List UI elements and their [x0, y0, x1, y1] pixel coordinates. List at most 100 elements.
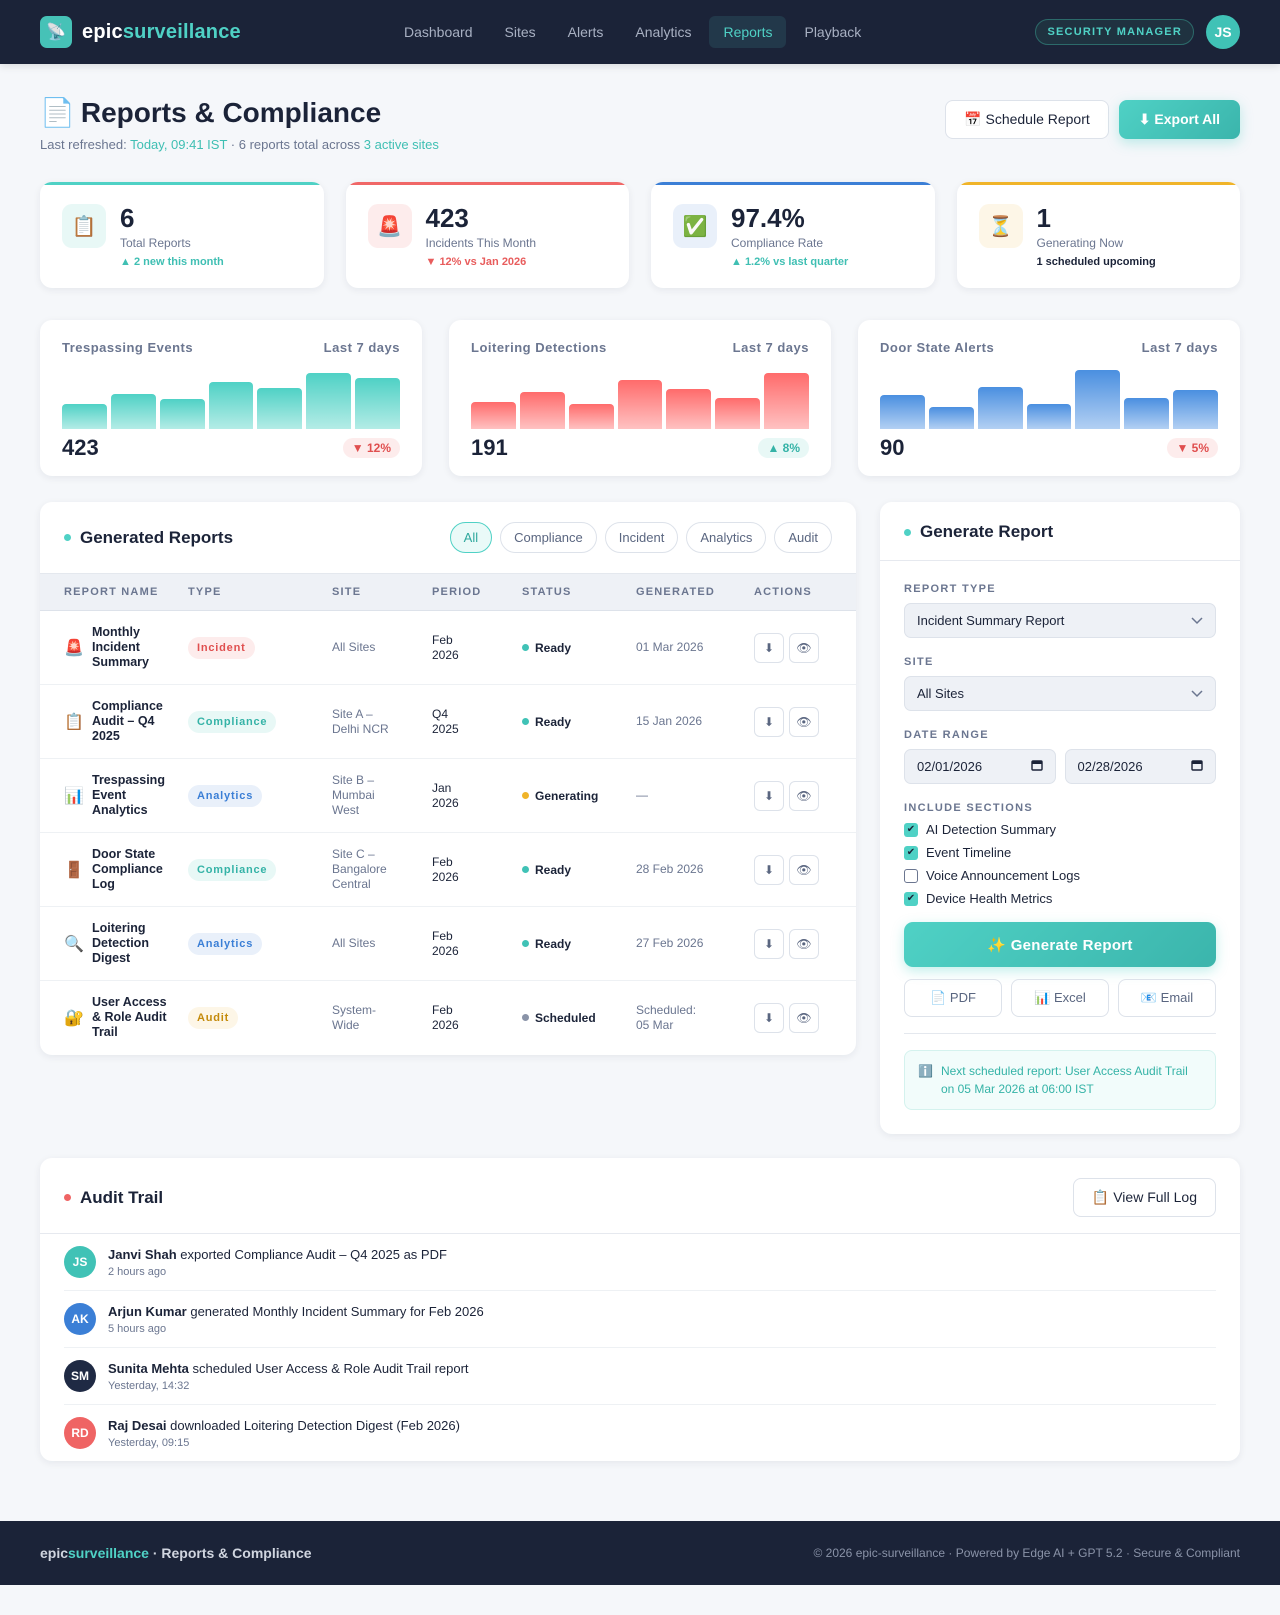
- date-from-input[interactable]: 02/01/2026: [904, 749, 1056, 784]
- nav-sites[interactable]: Sites: [504, 24, 536, 40]
- view-icon[interactable]: 👁: [789, 780, 819, 811]
- status-dot-icon: [522, 1014, 529, 1022]
- audit-action: scheduled User Access & Role Audit Trail…: [188, 1360, 469, 1376]
- report-name[interactable]: Compliance Audit – Q4 2025: [92, 699, 163, 743]
- export-all-button[interactable]: ⬇ Export All: [1118, 100, 1240, 139]
- audit-user: Arjun Kumar: [108, 1303, 187, 1319]
- column-header[interactable]: PERIOD: [432, 573, 522, 611]
- status-dot-icon: [64, 534, 71, 541]
- generate-report-button[interactable]: ✨ Generate Report: [904, 922, 1216, 967]
- stat-delta: ▲ 2 new this month: [120, 256, 224, 268]
- table-row[interactable]: 🚪 Door State Compliance Log Compliance S…: [40, 832, 856, 907]
- column-header[interactable]: REPORT NAME: [40, 573, 188, 611]
- audit-item: AK Arjun Kumar generated Monthly Inciden…: [64, 1291, 1216, 1348]
- active-sites-link[interactable]: 3 active sites: [363, 137, 439, 152]
- satellite-dish-icon: 📡: [40, 16, 72, 48]
- nav-reports[interactable]: Reports: [709, 16, 787, 48]
- page-subtitle: Last refreshed: Today, 09:41 IST · 6 rep…: [40, 137, 439, 152]
- view-icon[interactable]: 👁: [789, 1002, 819, 1033]
- stat-card: 📋 6 Total Reports ▲ 2 new this month: [40, 182, 324, 288]
- nav-dashboard[interactable]: Dashboard: [404, 24, 473, 40]
- view-icon[interactable]: 👁: [789, 706, 819, 737]
- filter-incident[interactable]: Incident: [604, 522, 679, 553]
- report-name[interactable]: Trespassing Event Analytics: [92, 773, 165, 817]
- schedule-report-button[interactable]: 📅 Schedule Report: [945, 100, 1109, 139]
- calendar-icon[interactable]: [1030, 759, 1043, 774]
- date-to-input[interactable]: 02/28/2026: [1064, 749, 1216, 784]
- download-icon[interactable]: ⬇: [754, 706, 784, 737]
- checkbox-checked-icon[interactable]: ✔: [904, 891, 918, 906]
- view-icon[interactable]: 👁: [789, 854, 819, 885]
- view-icon[interactable]: 👁: [789, 632, 819, 663]
- calendar-icon[interactable]: [1191, 759, 1203, 774]
- section-checkbox[interactable]: ✔ Device Health Metrics: [904, 887, 1216, 910]
- spark-bar: [666, 389, 712, 429]
- download-icon[interactable]: ⬇: [754, 854, 784, 885]
- spark-bar: [208, 381, 254, 429]
- report-name[interactable]: User Access & Role Audit Trail: [92, 995, 167, 1040]
- table-row[interactable]: 🚨 Monthly Incident Summary Incident All …: [40, 610, 856, 685]
- filter-audit[interactable]: Audit: [774, 522, 832, 553]
- table-row[interactable]: 🔐 User Access & Role Audit Trail Audit S…: [40, 981, 856, 1055]
- spark-bar: [159, 399, 205, 429]
- export-pdf-button[interactable]: 📄 PDF: [904, 979, 1002, 1017]
- checkbox-empty-icon[interactable]: [904, 868, 918, 883]
- trend-badge: ▼ 5%: [1167, 438, 1218, 458]
- column-header[interactable]: STATUS: [522, 573, 636, 611]
- table-row[interactable]: 📋 Compliance Audit – Q4 2025 Compliance …: [40, 684, 856, 759]
- footer: epicsurveillance · Reports & Compliance …: [0, 1521, 1280, 1585]
- report-name[interactable]: Loitering Detection Digest: [92, 921, 149, 965]
- audit-time: Yesterday, 09:15: [108, 1436, 190, 1449]
- report-type-select[interactable]: Incident Summary Report: [904, 603, 1216, 638]
- brand-logo[interactable]: 📡 epicsurveillance: [40, 16, 241, 48]
- section-checkbox[interactable]: ✔ AI Detection Summary: [904, 818, 1216, 841]
- filter-analytics[interactable]: Analytics: [686, 522, 767, 553]
- page-content: 📄 Reports & Compliance Last refreshed: T…: [0, 64, 1280, 1461]
- download-icon[interactable]: ⬇: [754, 928, 784, 959]
- stat-card: 🚨 423 Incidents This Month ▼ 12% vs Jan …: [345, 182, 629, 288]
- table-row[interactable]: 🔍 Loitering Detection Digest Analytics A…: [40, 906, 856, 981]
- view-icon[interactable]: 👁: [789, 928, 819, 959]
- spark-range: Last 7 days: [1141, 340, 1218, 355]
- report-site: All Sites: [332, 936, 376, 950]
- stat-value: 1: [1036, 203, 1051, 233]
- section-checkbox[interactable]: ✔ Event Timeline: [904, 841, 1216, 864]
- export-email-button[interactable]: 📧 Email: [1118, 979, 1216, 1017]
- spark-total: 191: [471, 435, 508, 460]
- report-site: System-Wide: [332, 1002, 377, 1032]
- checkbox-checked-icon[interactable]: ✔: [904, 845, 918, 860]
- type-badge: Audit: [188, 1006, 239, 1029]
- page-header: 📄 Reports & Compliance Last refreshed: T…: [40, 64, 1240, 152]
- spark-title: Trespassing Events: [62, 340, 194, 355]
- column-header[interactable]: TYPE: [188, 573, 332, 611]
- column-header[interactable]: ACTIONS: [754, 573, 856, 611]
- include-sections-label: INCLUDE SECTIONS: [904, 802, 1033, 814]
- avatar: JS: [64, 1246, 96, 1278]
- table-row[interactable]: 📊 Trespassing Event Analytics Analytics …: [40, 758, 856, 833]
- avatar: SM: [64, 1360, 96, 1392]
- nav-playback[interactable]: Playback: [804, 24, 862, 40]
- next-scheduled-info: ℹ️ Next scheduled report: User Access Au…: [904, 1050, 1216, 1110]
- filter-compliance[interactable]: Compliance: [500, 522, 597, 553]
- export-excel-button[interactable]: 📊 Excel: [1011, 979, 1109, 1017]
- view-full-log-button[interactable]: 📋 View Full Log: [1072, 1178, 1216, 1217]
- download-icon[interactable]: ⬇: [754, 632, 784, 663]
- spark-bar: [110, 394, 156, 429]
- nav-analytics[interactable]: Analytics: [635, 24, 692, 40]
- nav-alerts[interactable]: Alerts: [567, 24, 604, 40]
- column-header[interactable]: GENERATED: [636, 573, 754, 611]
- download-icon[interactable]: ⬇: [754, 1002, 784, 1033]
- avatar: RD: [64, 1417, 96, 1449]
- report-name[interactable]: Door State Compliance Log: [92, 847, 163, 891]
- report-generated: —: [636, 788, 648, 802]
- section-checkbox[interactable]: Voice Announcement Logs: [904, 864, 1216, 887]
- download-icon[interactable]: ⬇: [754, 780, 784, 811]
- user-avatar[interactable]: JS: [1206, 15, 1240, 49]
- column-header[interactable]: SITE: [332, 573, 432, 611]
- spark-bar: [928, 406, 974, 429]
- site-select[interactable]: All Sites: [904, 676, 1216, 711]
- checkbox-checked-icon[interactable]: ✔: [904, 822, 918, 837]
- status-dot-icon: [522, 718, 529, 725]
- filter-all[interactable]: All: [449, 522, 493, 553]
- report-name[interactable]: Monthly Incident Summary: [92, 625, 149, 669]
